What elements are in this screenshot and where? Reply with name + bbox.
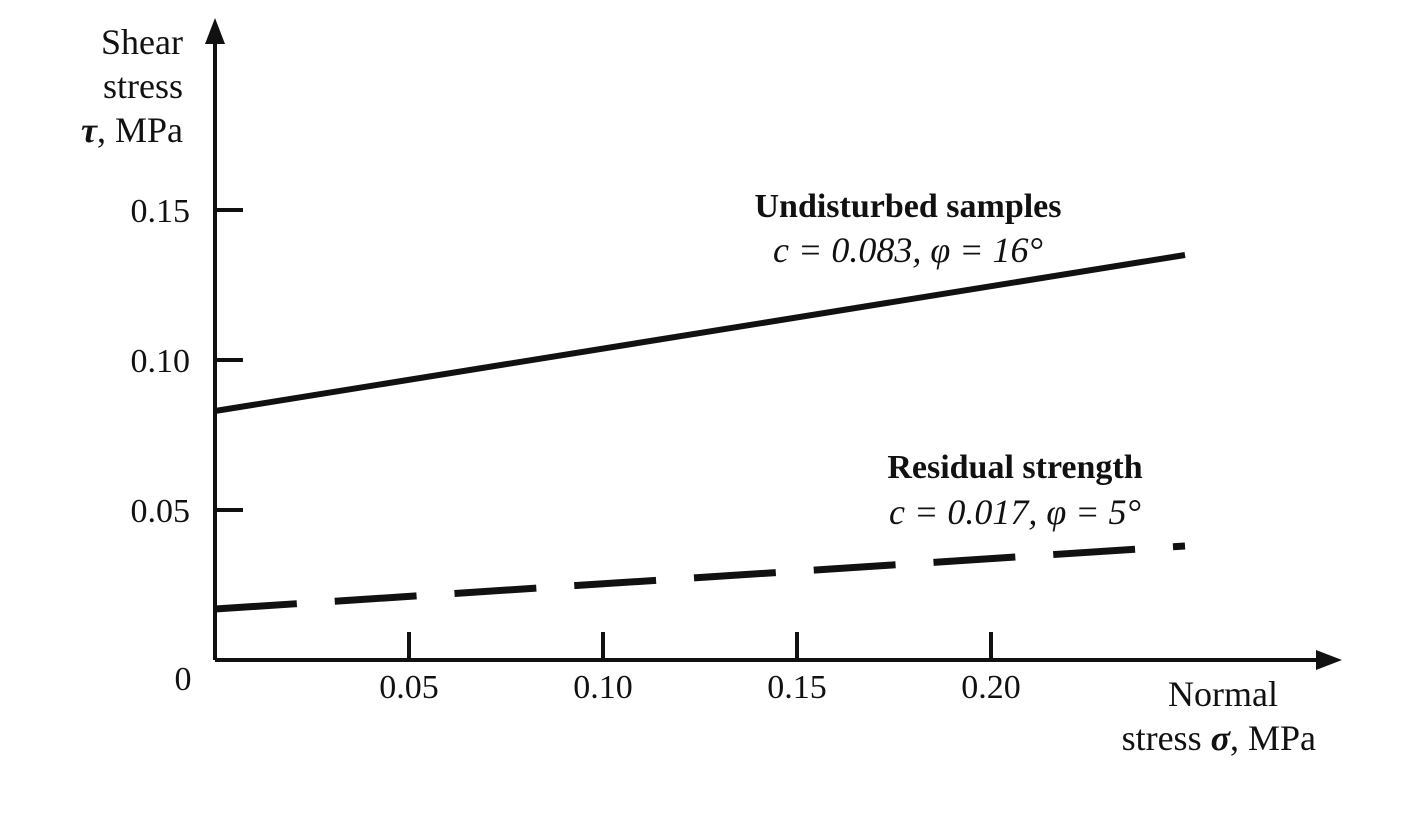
x-axis-unit: , MPa — [1230, 718, 1316, 758]
y-axis-unit: , MPa — [97, 110, 183, 150]
x-axis-arrow — [1316, 650, 1342, 670]
residual-series-line — [214, 542, 1186, 613]
x-tick-label: 0.15 — [767, 669, 827, 706]
origin-label: 0 — [175, 661, 192, 698]
x-axis-title-line1: Normal — [1168, 674, 1278, 714]
undisturbed-series-title: Undisturbed samples — [754, 188, 1061, 225]
x-tick-label: 0.05 — [379, 669, 439, 706]
x-tick-label: 0.20 — [961, 669, 1021, 706]
y-tick-label: 0.15 — [131, 193, 191, 230]
y-tick-label: 0.10 — [131, 343, 191, 380]
x-axis-prefix: stress — [1122, 718, 1211, 758]
x-tick-label: 0.10 — [573, 669, 633, 706]
y-axis-title-line3: τ, MPa — [81, 110, 183, 150]
x-axis-symbol: σ — [1211, 718, 1232, 758]
y-axis-symbol: τ — [81, 110, 98, 150]
x-axis-title-line2: stress σ, MPa — [1122, 718, 1316, 758]
y-axis-title-line1: Shear — [101, 22, 183, 62]
residual-series-equation: c = 0.017, φ = 5° — [889, 492, 1141, 532]
y-axis-title-line2: stress — [103, 66, 183, 106]
y-axis-arrow — [205, 18, 225, 44]
undisturbed-series-line — [214, 252, 1186, 414]
undisturbed-series-equation: c = 0.083, φ = 16° — [773, 230, 1043, 270]
residual-series-title: Residual strength — [887, 449, 1142, 486]
y-tick-label: 0.05 — [131, 493, 191, 530]
